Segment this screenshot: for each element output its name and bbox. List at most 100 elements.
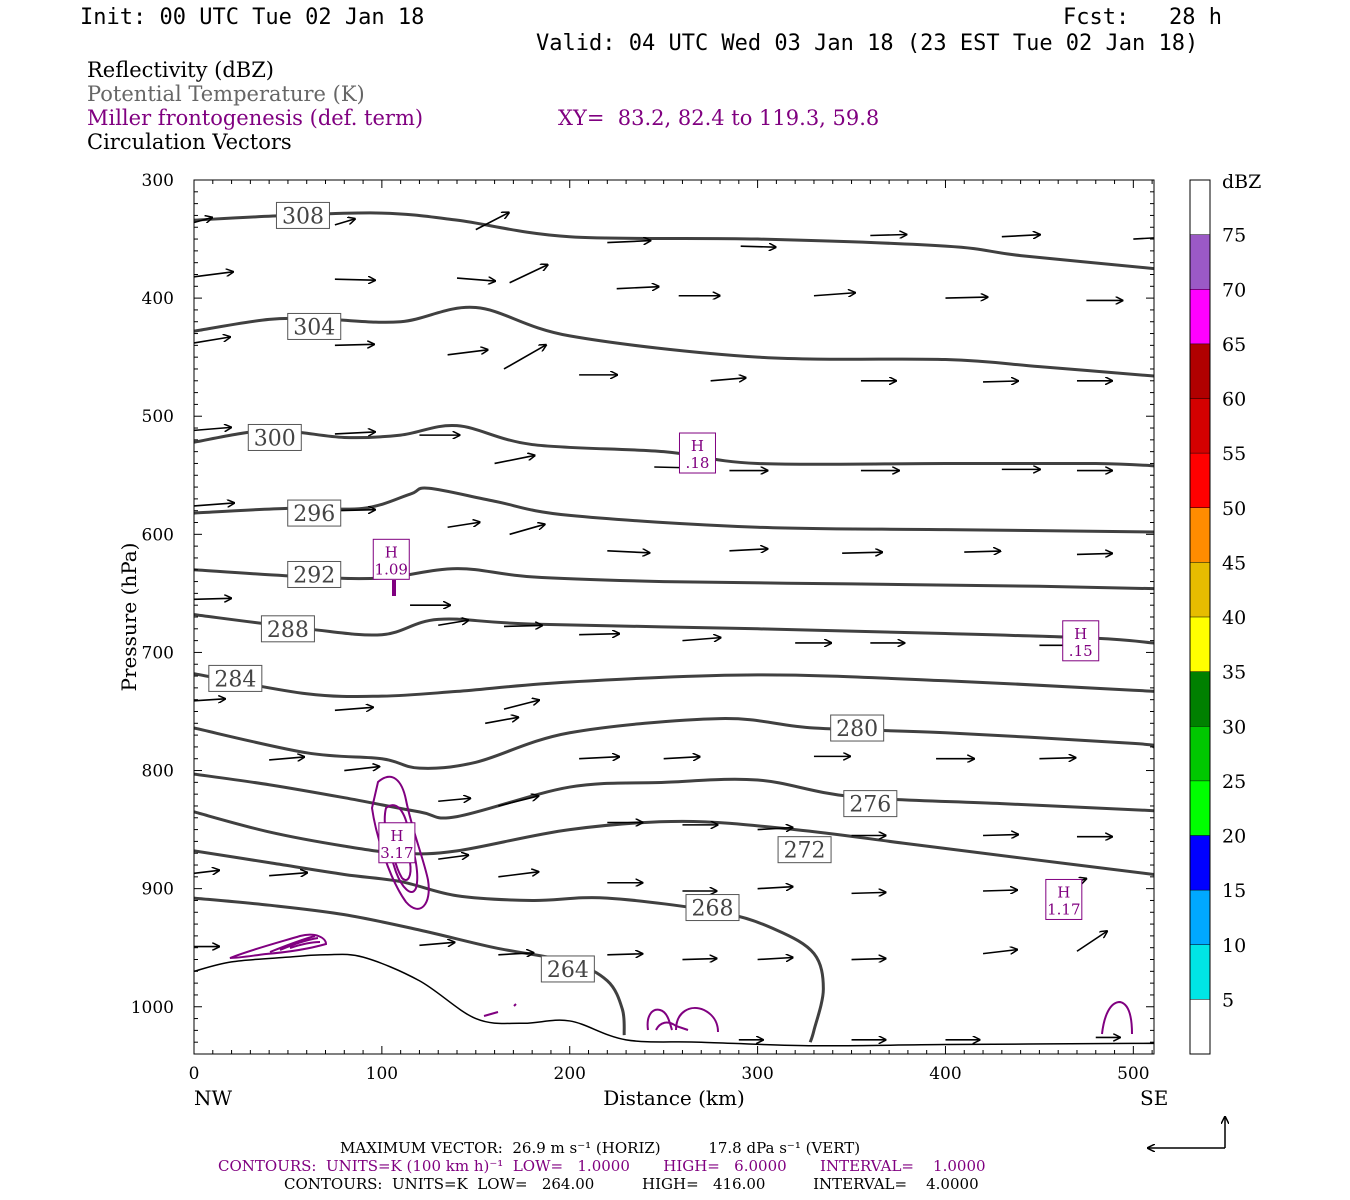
circulation-vector	[607, 551, 649, 553]
circulation-vector	[509, 265, 548, 284]
x-tick-label: 300	[741, 1064, 773, 1084]
circulation-vector	[447, 522, 480, 529]
reference-vector-icon	[1148, 1117, 1225, 1148]
fronto-contour	[483, 1003, 517, 1017]
plot-frame	[193, 179, 1155, 1055]
circulation-vector	[475, 213, 509, 231]
circulation-vector	[682, 959, 716, 960]
theta-contour-300	[194, 424, 1154, 468]
colorbar-swatch	[1190, 780, 1210, 836]
circulation-vector	[485, 717, 518, 725]
fronto-max-box	[1062, 620, 1100, 662]
theta-contour-280	[194, 717, 1154, 770]
circulation-vector	[945, 297, 987, 298]
circulation-vector	[842, 552, 882, 553]
colorbar-swatch	[1190, 562, 1210, 617]
colorbar-swatch	[1190, 234, 1210, 290]
x-end-left: NW	[194, 1086, 233, 1110]
circulation-vector	[194, 598, 231, 599]
fronto-max-box	[372, 538, 410, 580]
circulation-vector	[438, 620, 468, 627]
colorbar-swatch	[1190, 999, 1210, 1054]
fronto-max-letter: H	[691, 437, 704, 455]
y-tick-label: 400	[142, 289, 174, 309]
circulation-vector	[1076, 553, 1112, 554]
theta-label-box	[843, 790, 898, 818]
theta-contour-label: 268	[692, 897, 734, 922]
fronto-max-value: 3.17	[380, 844, 413, 862]
circulation-vector	[663, 757, 700, 759]
circulation-vector	[982, 950, 1017, 955]
theta-contour-276	[194, 772, 1154, 820]
colorbar-swatch	[1190, 671, 1210, 727]
theta-contour-288	[194, 613, 1154, 645]
circulation-vector	[334, 432, 375, 434]
colorbar-swatch	[1190, 890, 1210, 945]
circulation-vector	[851, 892, 886, 893]
colorbar-swatch	[1190, 507, 1210, 563]
colorbar-unit: dBZ	[1222, 171, 1261, 193]
circulation-vector	[494, 455, 535, 465]
theta-contour-label: 276	[849, 793, 891, 818]
theta-label-box	[287, 312, 342, 340]
fronto-contour	[229, 933, 328, 959]
fronto-max-box	[1045, 878, 1083, 920]
circulation-vector	[1076, 931, 1107, 952]
x-tick-label: 0	[189, 1064, 200, 1084]
circulation-vector	[1039, 758, 1075, 759]
colorbar-label: 65	[1222, 334, 1246, 356]
colorbar-label: 30	[1222, 716, 1246, 738]
circulation-vector	[194, 427, 231, 430]
theta-contour-label: 280	[836, 717, 878, 742]
theta-contour-268	[194, 849, 825, 1043]
theta-contour-264	[194, 896, 626, 1036]
circulation-vector	[710, 378, 746, 381]
theta-contour-label: 288	[267, 618, 309, 643]
y-tick-label: 300	[142, 171, 174, 191]
colorbar-label: 70	[1222, 279, 1246, 301]
theta-label-box	[830, 714, 885, 742]
theta-contour-label: 308	[282, 204, 324, 229]
theta-label-box	[287, 560, 342, 588]
fronto-max-letter: H	[1074, 625, 1087, 643]
colorbar-swatch	[1190, 944, 1210, 1000]
legend-reflectivity: Reflectivity (dBZ)	[87, 58, 275, 82]
circulation-vector	[438, 855, 468, 859]
colorbar-label: 60	[1222, 389, 1246, 411]
circulation-vector	[983, 835, 1018, 836]
circulation-vector	[334, 344, 374, 345]
theta-contour-308	[194, 211, 1154, 271]
theta-contour-label: 272	[784, 839, 826, 864]
legend-miller: Miller frontogenesis (def. term)	[87, 106, 424, 130]
circulation-vector	[579, 757, 619, 759]
fronto-contour	[269, 935, 321, 953]
circulation-vector	[194, 218, 212, 224]
circulation-vector	[334, 279, 375, 280]
circulation-vector	[1001, 235, 1040, 237]
circulation-vector	[334, 707, 373, 710]
forecast-hour: Fcst: 28 h	[1063, 5, 1222, 30]
circulation-vector	[579, 634, 619, 635]
x-tick-label: 400	[929, 1064, 961, 1084]
colorbar-label: 5	[1222, 989, 1234, 1011]
valid-time: Valid: 04 UTC Wed 03 Jan 18 (23 EST Tue …	[536, 31, 1199, 56]
circulation-vector	[498, 872, 538, 878]
colorbar-swatch	[1190, 289, 1210, 344]
circulation-vector	[344, 767, 379, 772]
theta-label-box	[685, 894, 740, 922]
circulation-vector	[269, 873, 307, 876]
y-tick-label: 800	[142, 762, 174, 782]
theta-label-box	[260, 615, 315, 643]
x-tick-label: 500	[1117, 1064, 1149, 1084]
footer-fronto-contours: CONTOURS: UNITS=K (100 km h)⁻¹ LOW= 1.00…	[218, 1157, 986, 1175]
circulation-vector	[498, 953, 533, 955]
circulation-vector	[456, 278, 495, 281]
circulation-vector	[194, 699, 225, 701]
circulation-vector	[438, 798, 470, 801]
colorbar-label: 35	[1222, 662, 1246, 684]
theta-contour-label: 264	[547, 958, 589, 983]
theta-contour-label: 284	[214, 667, 256, 692]
circulation-vector	[194, 337, 230, 344]
terrain-line	[194, 953, 1154, 1047]
